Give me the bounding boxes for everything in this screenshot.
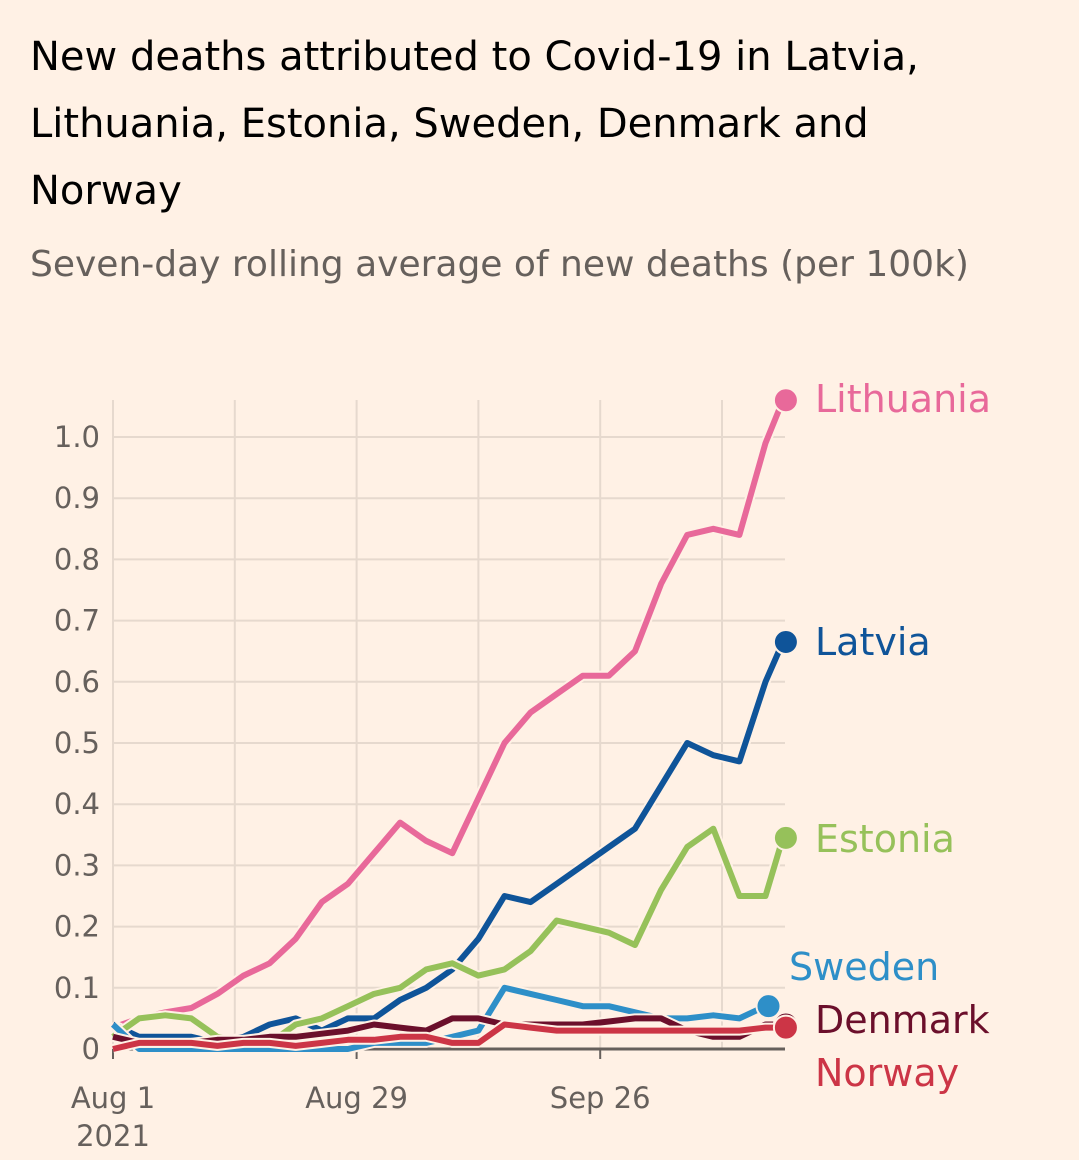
gridlines bbox=[112, 400, 785, 1051]
series-halo-lithuania bbox=[111, 398, 788, 1033]
series-line-norway bbox=[112, 1021, 783, 1052]
y-tick-label: 1.0 bbox=[54, 420, 100, 454]
y-tick-label: 0.2 bbox=[54, 910, 100, 944]
x-axis: Aug 1 2021 Aug 29 Sep 26 bbox=[71, 1049, 651, 1153]
x-tick-label: Sep 26 bbox=[550, 1081, 651, 1115]
y-tick-label: 0.1 bbox=[54, 971, 100, 1005]
series-end-dot-estonia bbox=[772, 824, 799, 851]
series-end-dot-sweden bbox=[755, 993, 782, 1020]
series-halo-estonia bbox=[110, 823, 788, 1048]
y-tick-label: 0.6 bbox=[54, 665, 100, 699]
series-label-norway: Norway bbox=[815, 1051, 959, 1095]
series-line-latvia bbox=[111, 640, 786, 1046]
series-label-sweden: Sweden bbox=[789, 945, 939, 989]
chart-subtitle: Seven-day rolling average of new deaths … bbox=[30, 244, 969, 285]
series-label-lithuania: Lithuania bbox=[815, 377, 991, 421]
y-tick-label: 0.7 bbox=[54, 604, 100, 638]
x-tick-label: Aug 1 bbox=[71, 1081, 155, 1115]
series-end-dot-norway bbox=[772, 1014, 799, 1041]
chart-title-line-1: New deaths attributed to Covid-19 in Lat… bbox=[30, 34, 919, 80]
y-tick-label: 0.4 bbox=[54, 787, 100, 821]
series-label-latvia: Latvia bbox=[815, 620, 931, 664]
x-tick-label: Aug 29 bbox=[305, 1081, 408, 1115]
chart-title-line-2: Lithuania, Estonia, Sweden, Denmark and bbox=[30, 101, 869, 147]
y-tick-label: 0.9 bbox=[54, 481, 100, 515]
series-label-denmark: Denmark bbox=[815, 998, 990, 1042]
series-lines bbox=[109, 387, 799, 1054]
y-tick-label: 0.5 bbox=[54, 726, 100, 760]
x-tick-sublabel: 2021 bbox=[76, 1119, 150, 1153]
series-halo-latvia bbox=[110, 639, 788, 1048]
y-tick-label: 0.8 bbox=[54, 542, 100, 576]
y-tick-label: 0 bbox=[82, 1032, 100, 1066]
series-end-dot-latvia bbox=[772, 629, 799, 656]
series-labels: Lithuania Latvia Estonia Sweden Denmark Norwa… bbox=[789, 377, 991, 1095]
chart-title-line-3: Norway bbox=[30, 168, 182, 214]
y-tick-label: 0.3 bbox=[54, 848, 100, 882]
series-label-estonia: Estonia bbox=[815, 817, 955, 861]
y-axis: 0 0.1 0.2 0.3 0.4 0.5 0.6 0.7 0.8 0.9 1.0 bbox=[54, 420, 100, 1066]
series-end-dot-lithuania bbox=[772, 387, 799, 414]
series-line-lithuania bbox=[112, 399, 786, 1031]
